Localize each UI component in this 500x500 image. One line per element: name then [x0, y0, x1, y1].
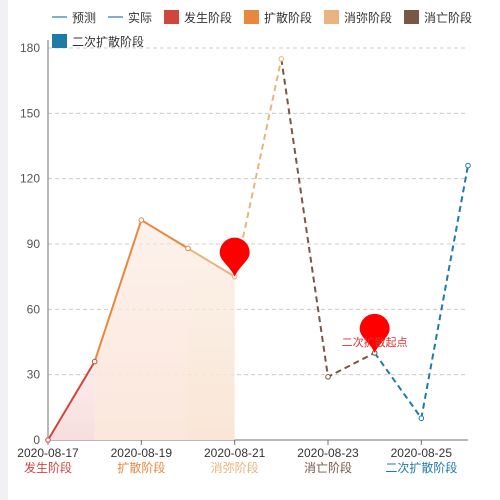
y-tick-label: 90	[27, 237, 41, 251]
data-point	[45, 437, 51, 443]
y-tick-label: 120	[20, 172, 40, 186]
x-tick-label: 2020-08-17	[17, 446, 79, 460]
x-tick-label: 2020-08-21	[204, 446, 266, 460]
y-tick-label: 150	[20, 106, 40, 120]
left-edge-strip	[0, 0, 8, 500]
phase-label: 扩散阶段	[117, 460, 165, 475]
legend-label: 二次扩散阶段	[72, 34, 144, 49]
series-line-segment	[373, 165, 469, 420]
area-fill	[94, 220, 188, 440]
x-tick-label: 2020-08-25	[391, 446, 453, 460]
legend-label: 消亡阶段	[424, 10, 472, 25]
y-tick-label: 30	[27, 368, 41, 382]
data-point	[138, 217, 145, 223]
series-line-segment	[47, 361, 96, 441]
phase-label: 消亡阶段	[304, 460, 352, 475]
data-point	[91, 358, 98, 365]
legend-label: 消弥阶段	[344, 10, 392, 25]
data-point	[185, 245, 191, 252]
legend-box-swatch	[244, 10, 259, 24]
legend-box-swatch	[52, 34, 67, 48]
pin-marker	[359, 313, 390, 353]
phase-label: 发生阶段	[24, 460, 72, 475]
legend-label: 实际	[128, 10, 152, 25]
legend-box-swatch	[324, 10, 339, 24]
x-tick-label: 2020-08-19	[111, 446, 173, 460]
phase-label: 消弥阶段	[211, 460, 259, 475]
data-point	[278, 56, 285, 62]
legend-label: 扩散阶段	[264, 10, 312, 25]
data-point	[325, 374, 331, 380]
legend-label: 预测	[72, 11, 96, 25]
area-fill	[188, 248, 235, 440]
series-line-segment	[233, 58, 283, 277]
x-tick-label: 2020-08-23	[297, 446, 359, 460]
legend-label: 发生阶段	[184, 10, 232, 25]
data-point	[418, 415, 425, 422]
y-tick-label: 60	[27, 302, 41, 316]
phase-label: 二次扩散阶段	[385, 460, 457, 475]
y-tick-label: 180	[20, 41, 40, 55]
y-tick-label: 0	[33, 433, 40, 447]
legend-box-swatch	[164, 10, 179, 24]
data-point	[465, 162, 471, 169]
series-line-segment	[187, 247, 236, 278]
pin-marker	[219, 237, 250, 277]
legend-box-swatch	[404, 10, 419, 24]
marker-label: 二次扩散起点	[342, 335, 408, 349]
